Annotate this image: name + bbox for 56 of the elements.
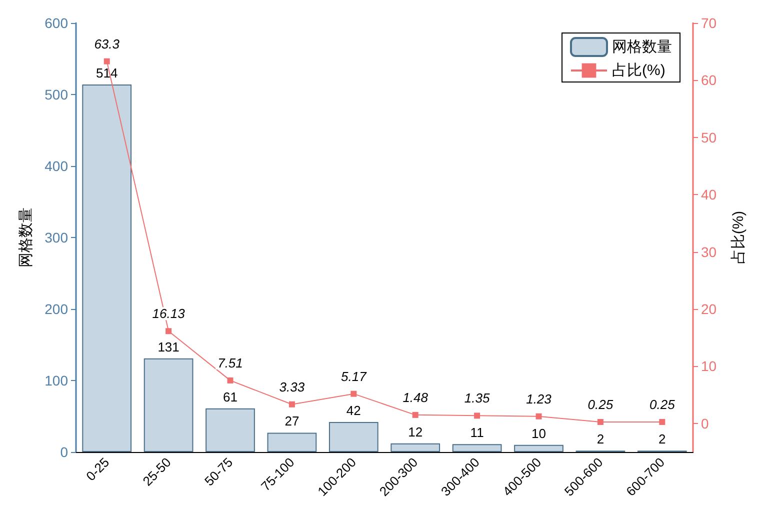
y-tick-label: 600: [44, 15, 68, 31]
data-label: 1.23: [526, 391, 552, 406]
y2-tick-label: 30: [701, 244, 717, 260]
y-tick-label: 100: [44, 372, 68, 388]
bar: [328, 422, 378, 452]
legend-label: 网格数量: [612, 38, 672, 56]
point: [536, 413, 542, 420]
y2-tick-label: 50: [701, 129, 717, 146]
y-axis-title: 网格数量: [18, 208, 35, 268]
data-label: 3.33: [279, 379, 306, 394]
data-label: 42: [346, 402, 361, 418]
y-tick-label: 200: [44, 301, 68, 317]
y2-tick-label: 10: [701, 358, 717, 374]
bar: [267, 432, 317, 452]
y-tick-label: 0: [60, 444, 68, 460]
point: [350, 390, 357, 397]
data-label: 12: [408, 424, 423, 440]
data-label: 2: [658, 432, 666, 447]
point: [412, 412, 418, 418]
bar: [514, 444, 564, 452]
y2-tick-label: 20: [701, 301, 717, 317]
data-label: 2: [596, 432, 604, 447]
data-label: 1.35: [464, 390, 490, 406]
point: [288, 401, 295, 408]
data-label: 63.3: [94, 36, 120, 52]
point: [474, 412, 480, 419]
y2-tick-label: 60: [701, 72, 717, 88]
y2-tick-label: 0: [701, 415, 709, 432]
data-label: 0.25: [588, 396, 614, 412]
y2-tick-label: 70: [701, 15, 717, 31]
y2-tick-label: 40: [701, 186, 717, 203]
bar: [144, 358, 194, 452]
bar: [452, 444, 502, 452]
y-tick-label: 400: [44, 158, 68, 174]
bar: [390, 443, 440, 452]
y-tick-label: 300: [44, 230, 68, 246]
legend-label: 占比(%): [612, 62, 666, 79]
y-tick-label: 500: [44, 86, 68, 102]
point: [227, 377, 234, 384]
data-label: 61: [223, 389, 238, 404]
point: [597, 418, 604, 425]
point: [166, 328, 172, 334]
data-label: 27: [284, 414, 300, 429]
data-label: 5.17: [340, 368, 368, 384]
data-label: 11: [470, 425, 484, 440]
data-label: 10: [532, 426, 546, 441]
data-label: 0.25: [649, 396, 676, 412]
point: [659, 418, 666, 425]
bar: [82, 84, 132, 452]
data-label: 7.51: [218, 355, 243, 370]
data-label: 16.13: [152, 306, 186, 322]
data-label: 1.48: [402, 390, 429, 405]
point: [104, 58, 110, 64]
bar: [206, 408, 255, 452]
y2-axis-title: 占比(%): [730, 210, 747, 264]
data-label: 131: [158, 339, 180, 354]
